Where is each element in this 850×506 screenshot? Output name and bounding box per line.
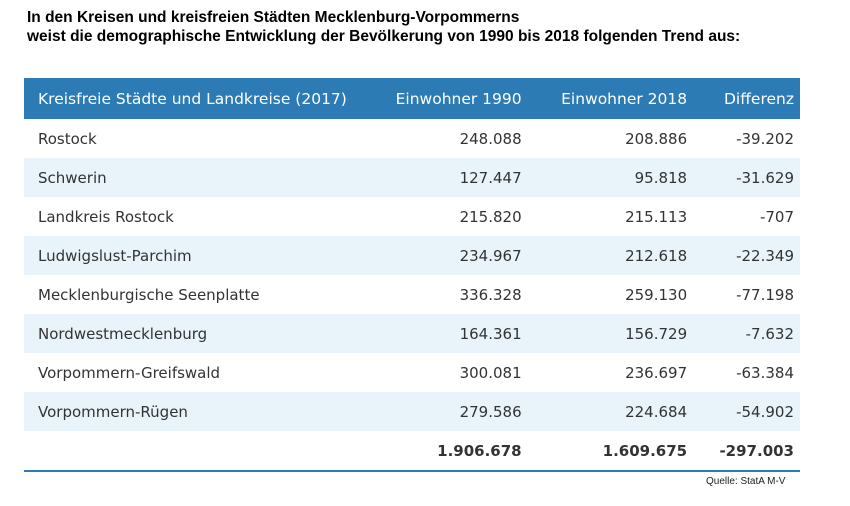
cell-population-1990: 234.967 <box>459 246 522 265</box>
cell-population-2018: 259.130 <box>625 285 688 304</box>
cell-difference: -63.384 <box>736 363 794 382</box>
cell-total-difference: -297.003 <box>711 431 800 472</box>
column-header-region: Kreisfreie Städte und Landkreise (2017) <box>38 89 347 108</box>
cell-region: Vorpommern-Rügen <box>38 402 188 421</box>
cell-population-2018: 215.113 <box>625 207 688 226</box>
cell-region: Nordwestmecklenburg <box>38 324 208 343</box>
table-header-row: Kreisfreie Städte und Landkreise (2017) … <box>24 78 800 119</box>
cell-region: Ludwigslust-Parchim <box>38 246 192 265</box>
cell-region: Schwerin <box>38 168 107 187</box>
cell-region: Mecklenburgische Seenplatte <box>38 285 260 304</box>
population-table: Kreisfreie Städte und Landkreise (2017) … <box>24 78 800 472</box>
table-row: Mecklenburgische Seenplatte 336.328 259.… <box>24 275 800 314</box>
column-header-population-1990: Einwohner 1990 <box>395 89 522 108</box>
cell-region: Vorpommern-Greifswald <box>38 363 221 382</box>
table-row: Vorpommern-Greifswald 300.081 236.697 -6… <box>24 353 800 392</box>
cell-total-population-1990: 1.906.678 <box>380 431 546 472</box>
cell-population-1990: 215.820 <box>459 207 522 226</box>
column-header-difference: Differenz <box>724 89 794 108</box>
table-row: Vorpommern-Rügen 279.586 224.684 -54.902 <box>24 392 800 431</box>
table-row: Nordwestmecklenburg 164.361 156.729 -7.6… <box>24 314 800 353</box>
table-total-row: 1.906.678 1.609.675 -297.003 <box>24 431 800 472</box>
cell-difference: -39.202 <box>736 129 794 148</box>
cell-population-1990: 279.586 <box>459 402 522 421</box>
cell-difference: -7.632 <box>745 324 794 343</box>
cell-population-2018: 224.684 <box>625 402 688 421</box>
cell-population-2018: 212.618 <box>625 246 688 265</box>
cell-difference: -77.198 <box>736 285 794 304</box>
heading-line-2: weist die demographische Entwicklung der… <box>27 28 741 45</box>
column-header-population-2018: Einwohner 2018 <box>561 89 688 108</box>
cell-population-1990: 164.361 <box>459 324 522 343</box>
cell-difference: -22.349 <box>736 246 794 265</box>
table-row: Ludwigslust-Parchim 234.967 212.618 -22.… <box>24 236 800 275</box>
cell-difference: -31.629 <box>736 168 794 187</box>
cell-difference: -54.902 <box>736 402 794 421</box>
cell-population-1990: 248.088 <box>459 129 522 148</box>
cell-population-1990: 127.447 <box>459 168 522 187</box>
table-row: Rostock 248.088 208.886 -39.202 <box>24 119 800 158</box>
page-heading: In den Kreisen und kreisfreien Städten M… <box>27 8 827 46</box>
cell-population-2018: 156.729 <box>625 324 688 343</box>
heading-line-1: In den Kreisen und kreisfreien Städten M… <box>27 9 520 26</box>
table-row: Landkreis Rostock 215.820 215.113 -707 <box>24 197 800 236</box>
cell-difference: -707 <box>759 207 794 226</box>
source-note: Quelle: StatA M-V <box>706 476 786 487</box>
cell-population-2018: 236.697 <box>625 363 688 382</box>
cell-population-2018: 208.886 <box>625 129 688 148</box>
cell-region: Landkreis Rostock <box>38 207 174 226</box>
cell-population-1990: 336.328 <box>459 285 522 304</box>
cell-region: Rostock <box>38 129 97 148</box>
cell-total-population-2018: 1.609.675 <box>545 431 712 472</box>
cell-total-label <box>24 431 381 472</box>
cell-population-1990: 300.081 <box>459 363 522 382</box>
cell-population-2018: 95.818 <box>634 168 688 187</box>
table-row: Schwerin 127.447 95.818 -31.629 <box>24 158 800 197</box>
